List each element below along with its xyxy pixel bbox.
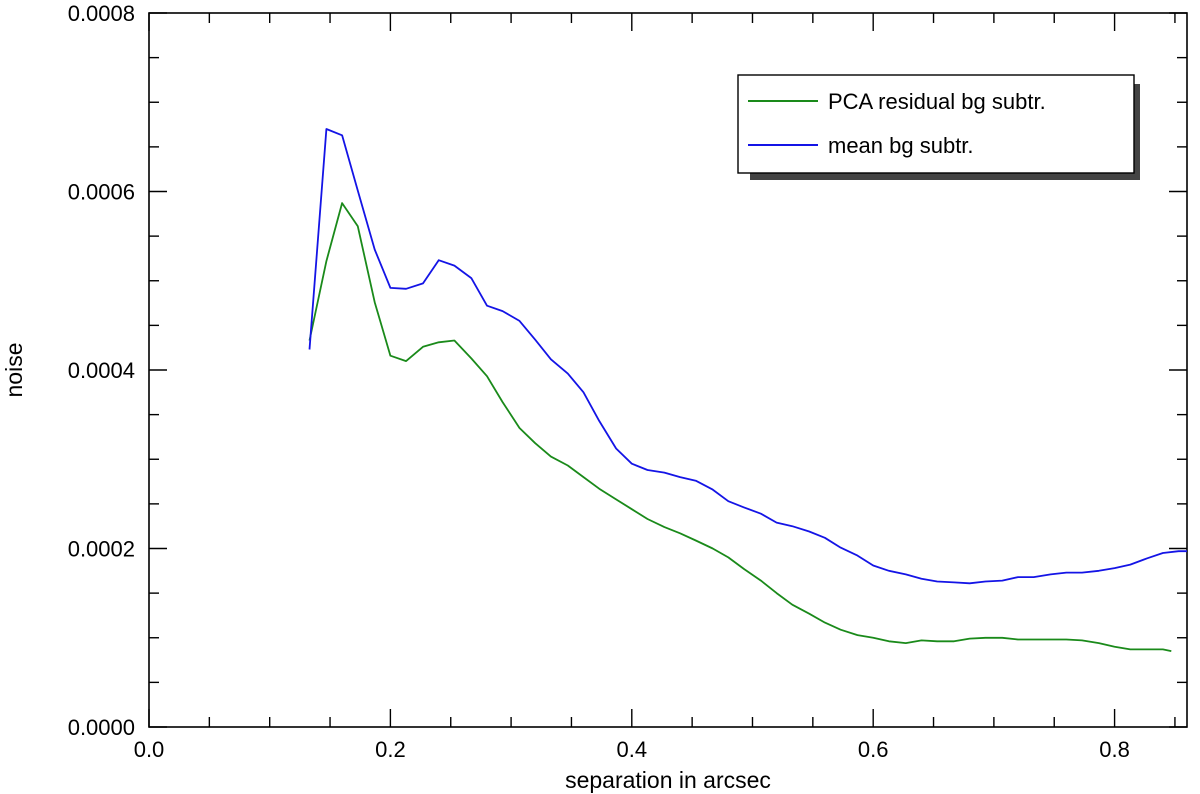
axis-tick-labels: 0.0 0.2 0.4 0.6 0.8 0.0000 0.0002 0.0004 0.0006 0…	[68, 1, 1130, 762]
series-layer	[308, 128, 1187, 652]
x-tick-label: 0.8	[1099, 737, 1130, 762]
series-line-pca-residual	[308, 202, 1172, 652]
legend-label-pca-residual: PCA residual bg subtr.	[828, 89, 1046, 114]
y-tick-label: 0.0008	[68, 1, 135, 26]
x-tick-label: 0.2	[375, 737, 406, 762]
x-tick-label: 0.4	[616, 737, 647, 762]
y-tick-label: 0.0000	[68, 715, 135, 740]
legend-box	[737, 74, 1135, 174]
y-tick-label: 0.0002	[68, 537, 135, 562]
axis-ticks	[148, 12, 1187, 728]
x-axis-title: separation in arcsec	[565, 767, 771, 793]
x-tick-label: 0.0	[134, 737, 165, 762]
legend: PCA residual bg subtr. mean bg subtr.	[737, 74, 1140, 180]
x-tick-label: 0.6	[858, 737, 889, 762]
y-axis-title: noise	[1, 343, 27, 398]
y-tick-label: 0.0004	[68, 358, 135, 383]
y-tick-label: 0.0006	[68, 180, 135, 205]
legend-label-mean-bg: mean bg subtr.	[828, 133, 974, 158]
series-line-mean-bg	[308, 128, 1187, 585]
